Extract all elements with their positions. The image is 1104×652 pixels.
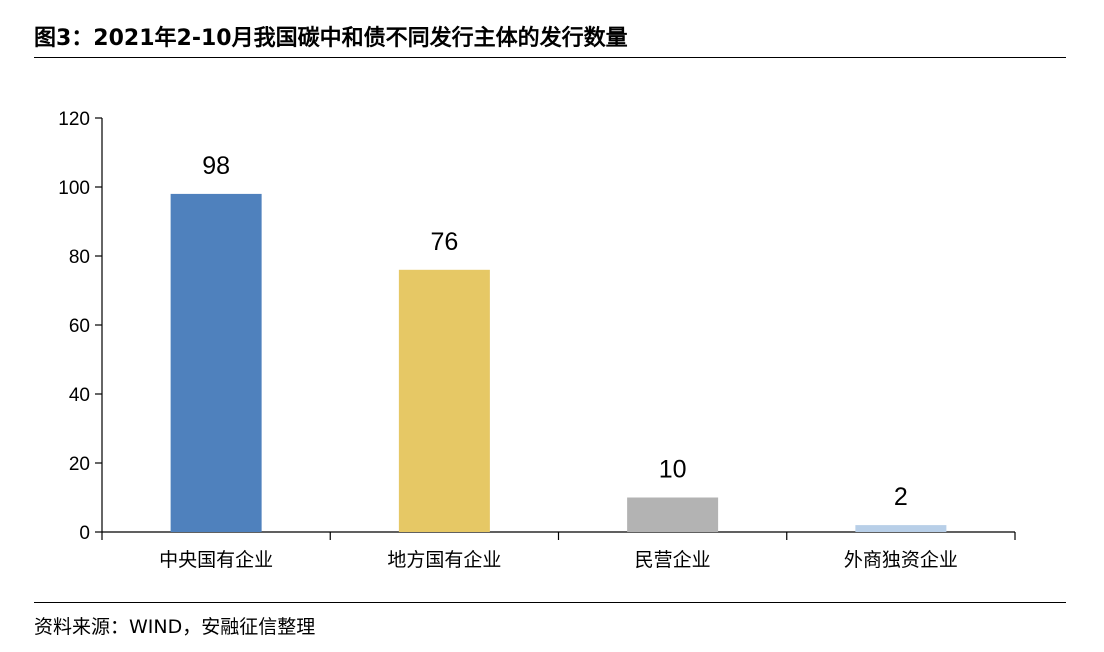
x-tick-label: 民营企业 [635, 549, 711, 571]
x-tick-label: 地方国有企业 [387, 549, 501, 571]
data-label: 10 [659, 456, 687, 484]
source-divider [34, 602, 1066, 603]
y-tick-label: 60 [69, 316, 90, 337]
x-tick-label: 外商独资企业 [844, 549, 958, 571]
source-note: 资料来源：WIND，安融征信整理 [34, 616, 316, 638]
data-label: 98 [202, 152, 230, 180]
y-tick-label: 100 [58, 178, 90, 199]
chart-bars [170, 193, 947, 532]
y-tick-label: 80 [69, 247, 90, 268]
x-tick-label: 中央国有企业 [159, 549, 273, 571]
data-label: 76 [430, 228, 458, 256]
bar [855, 525, 947, 532]
y-tick-label: 0 [79, 523, 90, 544]
chart-title: 图3：2021年2-10月我国碳中和债不同发行主体的发行数量 [34, 26, 628, 51]
bar-chart: 0 20 40 60 80 100 120 98 中央国有企业 76 地方国有企业 10 民营企业 2 外… [58, 109, 1016, 571]
bar [398, 269, 490, 532]
y-tick-label: 40 [69, 385, 90, 406]
bar [627, 497, 719, 532]
chart-labels: 98 中央国有企业 76 地方国有企业 10 民营企业 2 外商独资企业 [159, 152, 958, 571]
bar [170, 193, 262, 532]
y-tick-label: 120 [58, 109, 90, 130]
y-tick-label: 20 [69, 454, 90, 475]
title-divider [34, 57, 1066, 58]
data-label: 2 [894, 483, 908, 511]
